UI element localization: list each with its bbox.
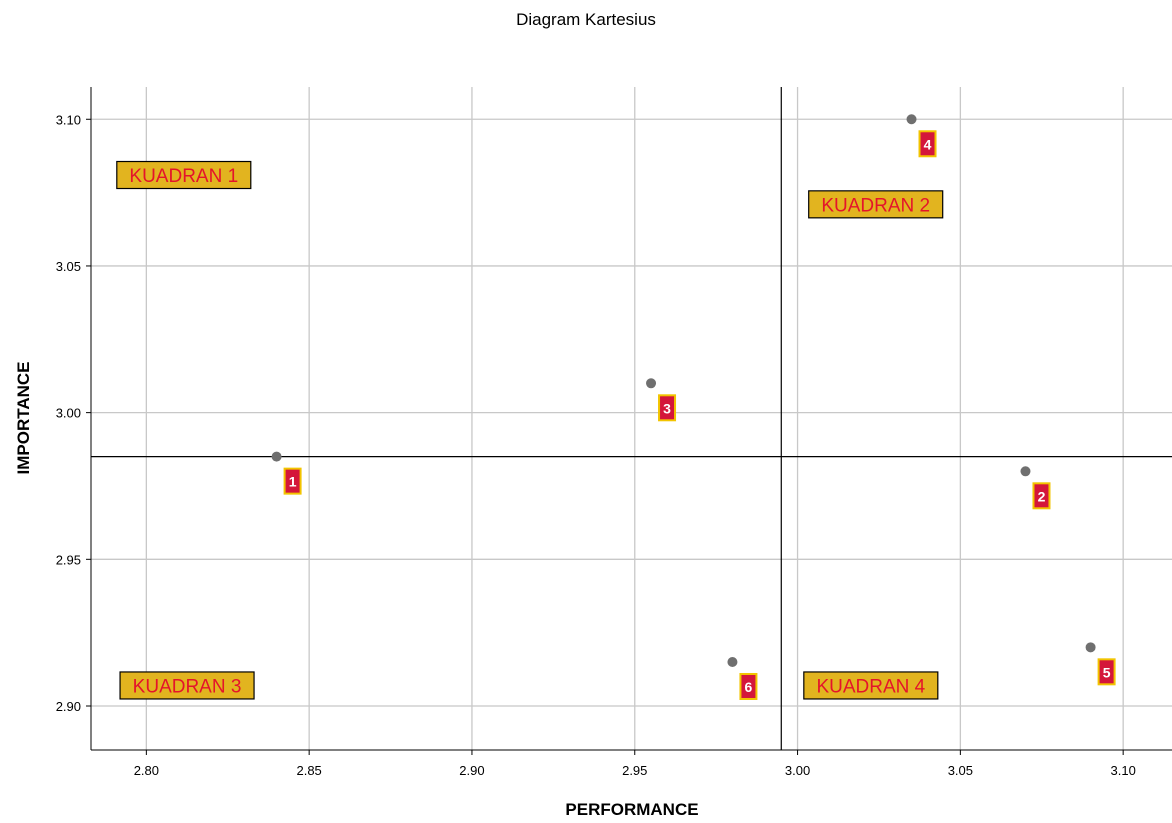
point-label: 1 (289, 474, 297, 490)
point-label: 3 (663, 400, 671, 416)
data-points: 1 2 3 4 5 6 (271, 114, 1116, 700)
quadrant-label-box (119, 671, 255, 700)
x-tick-label: 3.10 (1111, 763, 1136, 778)
data-point-3: 3 (646, 378, 677, 422)
quadrant-label-4: KUADRAN 4 (803, 671, 939, 700)
point-marker (906, 114, 917, 125)
point-label-box (1032, 482, 1051, 510)
quadrant-labels: KUADRAN 1 KUADRAN 2 KUADRAN 3 KUADRAN 4 (116, 160, 944, 700)
quadrant-label-text: KUADRAN 2 (821, 195, 930, 216)
point-label-box (918, 130, 937, 158)
quadrant-label-box (116, 160, 252, 190)
point-marker (271, 451, 282, 462)
axes (86, 87, 1172, 755)
data-point-6: 6 (727, 656, 758, 700)
grid-layer (91, 87, 1172, 750)
point-label-box (1097, 658, 1116, 686)
x-tick-label: 2.80 (134, 763, 159, 778)
y-tick-label: 3.00 (56, 406, 81, 421)
quadrant-label-text: KUADRAN 1 (129, 166, 238, 187)
quadrant-label-box (808, 190, 944, 219)
x-axis-label: PERFORMANCE (565, 800, 698, 819)
y-tick-label: 2.95 (56, 552, 81, 567)
point-label: 4 (924, 136, 932, 152)
quadrant-label-text: KUADRAN 4 (816, 676, 925, 697)
point-label-box (658, 394, 677, 422)
x-tick-label: 2.90 (459, 763, 484, 778)
chart-title: Diagram Kartesius (516, 10, 656, 29)
point-marker (1085, 642, 1096, 653)
point-label: 5 (1103, 664, 1111, 680)
data-point-5: 5 (1085, 642, 1116, 686)
y-axis-label: IMPORTANCE (14, 361, 33, 474)
quadrant-label-3: KUADRAN 3 (119, 671, 255, 700)
reference-lines (91, 87, 1172, 750)
point-label-box (739, 672, 758, 700)
point-marker (646, 378, 657, 389)
x-tick-label: 2.95 (622, 763, 647, 778)
x-tick-label: 3.05 (948, 763, 973, 778)
data-point-1: 1 (271, 451, 302, 495)
quadrant-label-text: KUADRAN 3 (133, 676, 242, 697)
quadrant-label-2: KUADRAN 2 (808, 190, 944, 219)
point-marker (727, 656, 738, 667)
tick-labels: 2.80 2.85 2.90 2.95 3.00 3.05 3.10 2.90 2.95 3.00… (56, 112, 1136, 778)
quadrant-label-box (803, 671, 939, 700)
x-tick-label: 2.85 (296, 763, 321, 778)
x-tick-label: 3.00 (785, 763, 810, 778)
data-point-2: 2 (1020, 466, 1051, 510)
point-label-box (283, 467, 302, 495)
data-point-4: 4 (906, 114, 937, 158)
y-tick-label: 3.10 (56, 112, 81, 127)
quadrant-label-1: KUADRAN 1 (116, 160, 252, 190)
y-tick-label: 2.90 (56, 699, 81, 714)
point-marker (1020, 466, 1031, 477)
point-label: 6 (745, 679, 753, 695)
y-tick-label: 3.05 (56, 259, 81, 274)
point-label: 2 (1038, 488, 1046, 504)
